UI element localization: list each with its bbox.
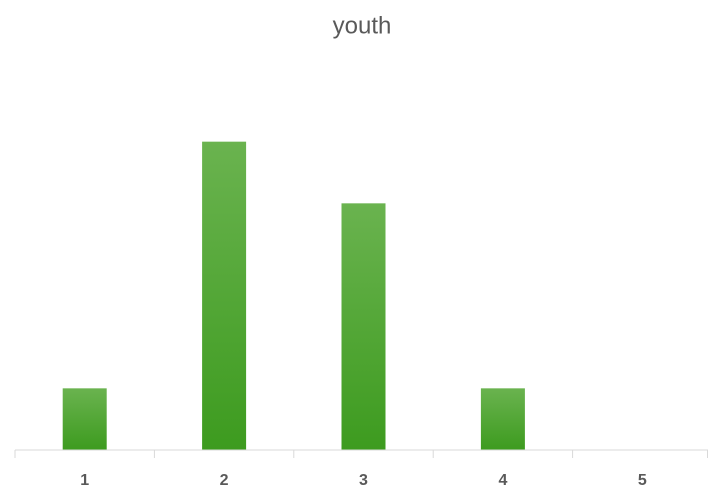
x-tick-label: 4: [498, 472, 507, 489]
x-tick-label: 2: [220, 472, 229, 489]
chart-title: youth: [333, 12, 392, 39]
x-tick-label: 5: [638, 472, 647, 489]
x-tick-label: 3: [359, 472, 368, 489]
bar: [480, 388, 525, 450]
bar: [341, 203, 386, 450]
bar: [62, 388, 107, 450]
x-tick-label: 1: [80, 472, 89, 489]
bar: [202, 141, 247, 450]
